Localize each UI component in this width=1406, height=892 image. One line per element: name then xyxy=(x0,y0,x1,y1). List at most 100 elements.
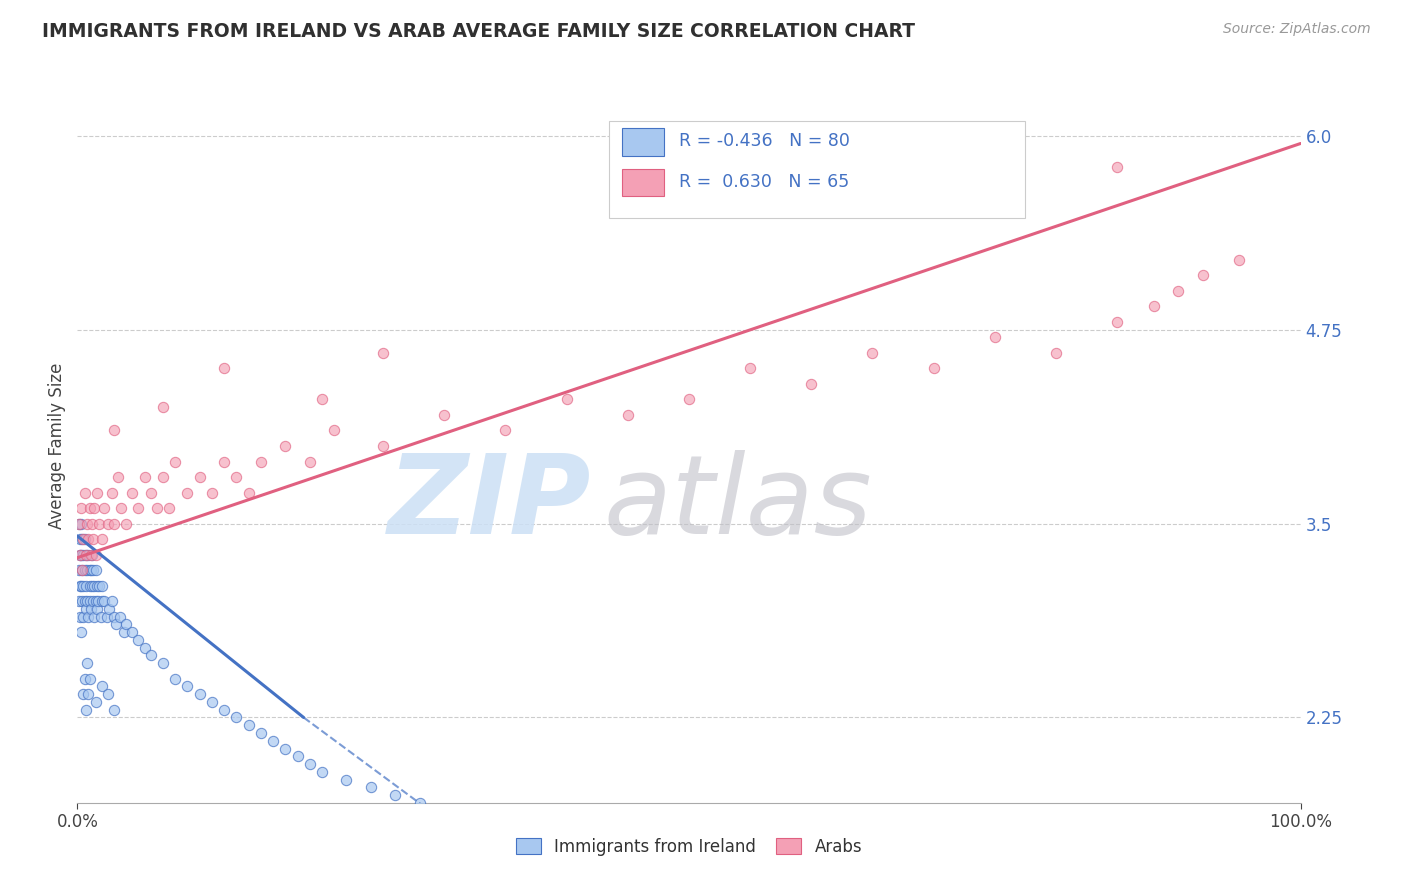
Point xyxy=(862,346,884,360)
Point xyxy=(262,733,284,747)
Point xyxy=(90,579,112,593)
Point xyxy=(83,501,105,516)
Point xyxy=(157,501,180,516)
Point xyxy=(1045,346,1067,360)
Point xyxy=(212,361,235,376)
Point xyxy=(80,548,103,562)
Point xyxy=(617,408,640,422)
Point xyxy=(79,563,101,577)
Point xyxy=(1107,315,1129,329)
Point xyxy=(76,563,98,577)
Point xyxy=(89,579,111,593)
Point xyxy=(67,594,90,608)
Point xyxy=(984,330,1007,344)
Point xyxy=(335,772,357,787)
Point xyxy=(79,501,101,516)
Point xyxy=(1167,284,1189,298)
Point xyxy=(84,563,107,577)
Point xyxy=(107,470,129,484)
Point xyxy=(311,392,333,407)
Point xyxy=(121,485,143,500)
Point xyxy=(105,617,128,632)
Point xyxy=(121,625,143,640)
Point xyxy=(69,548,91,562)
Point xyxy=(108,609,131,624)
Point xyxy=(80,579,103,593)
Point xyxy=(152,401,174,415)
Text: atlas: atlas xyxy=(603,450,872,557)
Point xyxy=(103,516,125,531)
Point xyxy=(495,819,517,833)
Point xyxy=(70,501,93,516)
Point xyxy=(70,516,93,531)
Point xyxy=(139,485,162,500)
Point xyxy=(72,548,94,562)
Point xyxy=(1143,299,1166,313)
Point xyxy=(86,485,108,500)
Point xyxy=(1229,252,1251,267)
Point xyxy=(115,617,138,632)
Point xyxy=(77,548,100,562)
Point xyxy=(73,594,96,608)
Point xyxy=(82,563,104,577)
Point xyxy=(1107,160,1129,174)
Point xyxy=(201,485,224,500)
Point xyxy=(70,625,93,640)
Point xyxy=(360,780,382,795)
Point xyxy=(152,656,174,670)
Point xyxy=(79,579,101,593)
Point xyxy=(495,424,517,438)
Point xyxy=(740,361,762,376)
Text: R =  0.630   N = 65: R = 0.630 N = 65 xyxy=(679,173,849,191)
Point xyxy=(103,424,125,438)
Point xyxy=(89,516,111,531)
Point xyxy=(70,594,93,608)
Point xyxy=(103,703,125,717)
Point xyxy=(287,749,309,764)
Point xyxy=(188,687,211,701)
Point xyxy=(73,485,96,500)
Point xyxy=(800,376,823,391)
Point xyxy=(238,485,260,500)
Point xyxy=(72,609,94,624)
Point xyxy=(134,640,156,655)
Point xyxy=(93,501,115,516)
Point xyxy=(69,532,91,546)
Point xyxy=(115,516,138,531)
Point xyxy=(139,648,162,663)
Text: IMMIGRANTS FROM IRELAND VS ARAB AVERAGE FAMILY SIZE CORRELATION CHART: IMMIGRANTS FROM IRELAND VS ARAB AVERAGE … xyxy=(42,22,915,41)
Point xyxy=(84,594,107,608)
Point xyxy=(93,594,115,608)
Point xyxy=(73,672,96,686)
Point xyxy=(201,695,224,709)
Point xyxy=(72,687,94,701)
Point xyxy=(311,764,333,779)
Point xyxy=(100,594,122,608)
Point xyxy=(298,454,321,468)
Point xyxy=(112,625,135,640)
Point xyxy=(70,548,93,562)
Point xyxy=(67,563,90,577)
Point xyxy=(69,548,91,562)
Point xyxy=(97,687,120,701)
Point xyxy=(1191,268,1213,283)
Point xyxy=(72,579,94,593)
Point xyxy=(176,485,198,500)
Point xyxy=(69,609,91,624)
Point xyxy=(83,609,105,624)
Point xyxy=(212,703,235,717)
Point xyxy=(97,516,120,531)
Point xyxy=(128,632,150,647)
Point xyxy=(77,532,100,546)
Point xyxy=(76,594,98,608)
Point xyxy=(90,609,112,624)
FancyBboxPatch shape xyxy=(621,169,665,196)
Point xyxy=(70,563,93,577)
Point xyxy=(80,516,103,531)
Point xyxy=(80,602,103,616)
FancyBboxPatch shape xyxy=(609,121,1025,218)
Point xyxy=(75,548,97,562)
Point xyxy=(134,470,156,484)
Point xyxy=(128,501,150,516)
Point xyxy=(67,516,90,531)
